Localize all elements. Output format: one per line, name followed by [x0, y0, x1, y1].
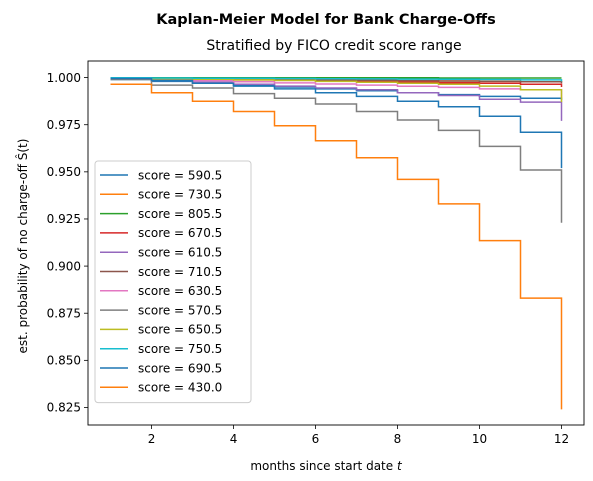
legend-label: score = 650.5	[138, 323, 222, 337]
axes-frame	[87, 60, 585, 426]
legend-label: score = 690.5	[138, 361, 222, 375]
x-axis-label-text: months since start date	[250, 459, 397, 473]
chart-suptitle: Kaplan-Meier Model for Bank Charge-Offs	[156, 12, 496, 28]
legend-box	[94, 160, 252, 404]
y-tick-label: 0.900	[47, 259, 81, 273]
x-axis-label-var: t	[397, 459, 403, 473]
y-tick-label: 0.875	[47, 306, 81, 320]
x-tick-label: 12	[554, 432, 569, 446]
legend-label: score = 430.0	[138, 381, 222, 395]
legend-label: score = 750.5	[138, 342, 222, 356]
x-tick-label: 8	[394, 432, 402, 446]
chart-title: Stratified by FICO credit score range	[206, 38, 461, 54]
x-tick-label: 10	[472, 432, 487, 446]
legend-label: score = 630.5	[138, 284, 222, 298]
legend-label: score = 590.5	[138, 168, 222, 182]
x-tick-label: 2	[148, 432, 156, 446]
x-tick-label: 4	[230, 432, 238, 446]
y-tick-label: 0.850	[47, 354, 81, 368]
x-tick-label: 6	[312, 432, 320, 446]
series-line-11	[110, 83, 563, 410]
series-line-7	[110, 78, 563, 223]
legend: score = 590.5 score = 730.5 score = 805.5 s…	[94, 160, 252, 404]
legend-label: score = 610.5	[138, 246, 222, 260]
legend-label: score = 570.5	[138, 303, 222, 317]
y-tick-label: 0.925	[47, 212, 81, 226]
legend-label: score = 730.5	[138, 188, 222, 202]
y-tick-label: 0.950	[47, 165, 81, 179]
x-axis: 2 4 6 8 10 12	[148, 425, 569, 446]
series-line-9	[110, 77, 563, 82]
plot-area	[87, 60, 585, 426]
y-tick-label: 0.975	[47, 118, 81, 132]
y-tick-label: 1.000	[47, 71, 81, 85]
y-axis: 0.825 0.850 0.875 0.900 0.925 0.950 0.975 1.000	[47, 71, 88, 415]
series-lines	[110, 77, 563, 410]
legend-label: score = 710.5	[138, 265, 222, 279]
x-axis-label: months since start date t	[250, 459, 403, 473]
y-axis-label: est. probability of no charge-off Ŝ(t)	[15, 139, 30, 354]
legend-label: score = 805.5	[138, 207, 222, 221]
series-line-8	[110, 77, 563, 103]
legend-label: score = 670.5	[138, 226, 222, 240]
y-tick-label: 0.825	[47, 401, 81, 415]
series-line-10	[110, 77, 563, 169]
